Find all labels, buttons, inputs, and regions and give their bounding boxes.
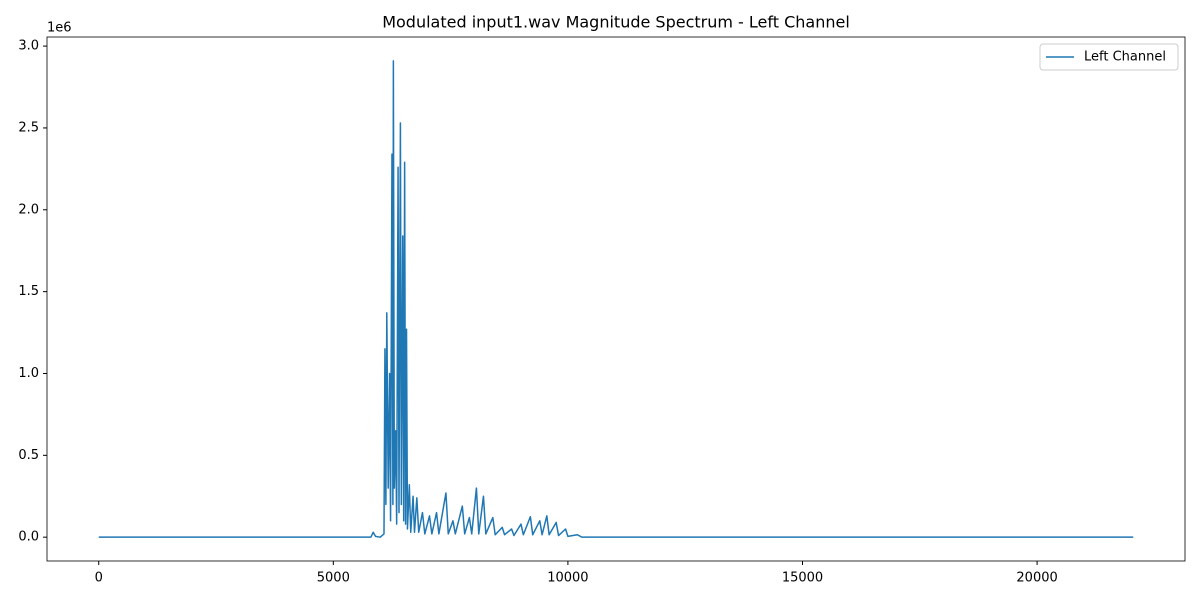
axes-frame: [46, 36, 1186, 562]
legend-label: Left Channel: [1084, 50, 1166, 65]
y-tick-label: 2.0: [18, 202, 39, 217]
x-tick-label: 0: [95, 571, 103, 586]
y-tick-label: 2.5: [18, 120, 39, 135]
y-tick-label: 1.5: [18, 284, 39, 299]
spectrum-line: [98, 60, 1134, 538]
y-tick-label: 3.0: [18, 39, 39, 54]
x-tick-label: 5000: [317, 571, 350, 586]
y-offset-label: 1e6: [47, 21, 72, 36]
y-tick-label: 0.5: [18, 448, 39, 463]
x-tick-label: 15000: [782, 571, 823, 586]
y-tick-label: 1.0: [18, 366, 39, 381]
legend-box: [1039, 43, 1179, 71]
y-tick-label: 0.0: [18, 530, 39, 545]
chart-title: Modulated input1.wav Magnitude Spectrum …: [382, 13, 850, 32]
x-tick-label: 10000: [547, 571, 588, 586]
x-tick-label: 20000: [1016, 571, 1057, 586]
